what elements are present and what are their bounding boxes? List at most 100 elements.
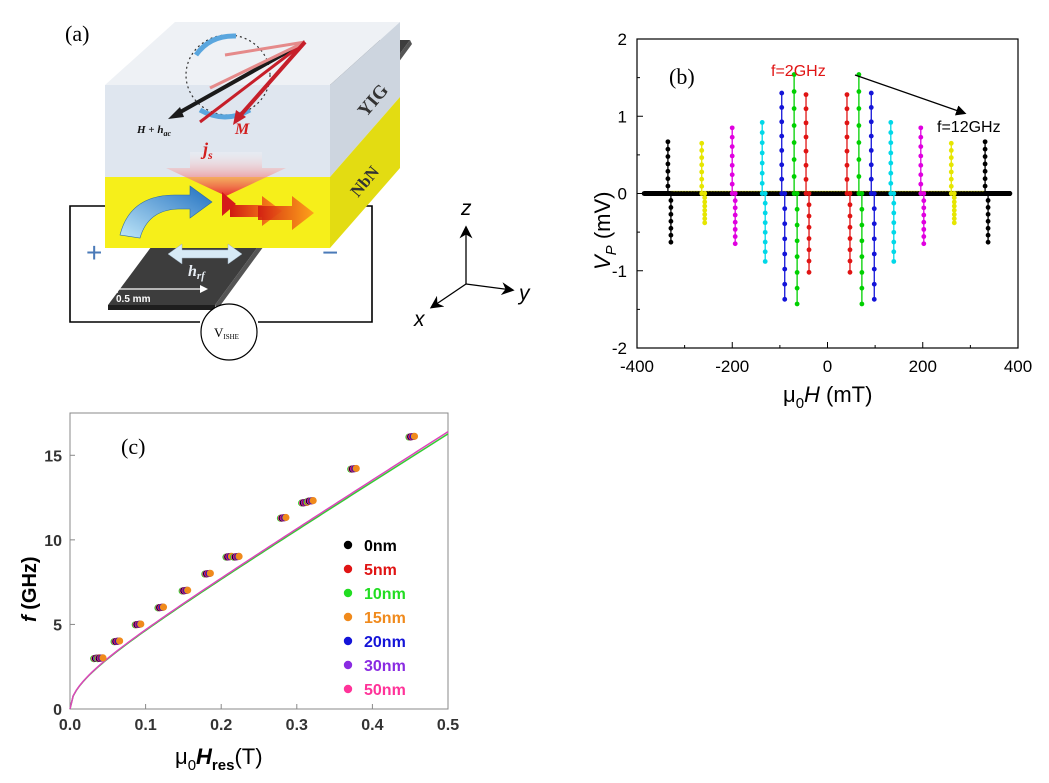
y-tick-label: 15 [44, 448, 62, 465]
legend-label: 20nm [364, 634, 406, 651]
data-point [762, 200, 768, 206]
data-point [859, 222, 865, 228]
field-label: H + hac [136, 124, 171, 138]
data-point [803, 120, 809, 126]
panel-c-ylabel: f (GHz) [19, 556, 41, 622]
data-point [791, 140, 797, 145]
data-point [806, 236, 812, 241]
legend-label: 10nm [364, 586, 406, 603]
data-point [856, 106, 862, 111]
data-point [794, 238, 800, 244]
data-point [699, 140, 705, 146]
data-point [921, 212, 927, 218]
axis-z-label: z [460, 197, 472, 220]
data-point [668, 205, 674, 210]
data-point [115, 637, 124, 645]
annotation-f-high: f=12GHz [937, 119, 1001, 136]
plus-sign: + [86, 237, 102, 268]
x-tick-label: 0.3 [286, 717, 308, 734]
data-point [847, 236, 853, 241]
data-point [985, 205, 991, 210]
data-point [918, 153, 924, 159]
data-point [352, 464, 360, 473]
data-point [871, 296, 877, 302]
js-arrow [166, 152, 286, 196]
data-point [668, 239, 674, 245]
data-point [665, 154, 671, 159]
data-point [729, 134, 735, 140]
data-point [921, 226, 927, 232]
data-point [918, 172, 924, 178]
data-point [699, 155, 705, 161]
nbn-side [330, 97, 400, 248]
yig-side [330, 22, 400, 177]
data-point [847, 213, 853, 219]
data-point [791, 106, 797, 111]
data-point [762, 249, 768, 255]
data-point [235, 552, 243, 561]
data-point [951, 216, 957, 222]
data-point [759, 160, 765, 166]
data-point [921, 234, 927, 239]
data-point [779, 119, 785, 125]
panel-b-label: (b) [669, 64, 695, 89]
data-point [791, 157, 797, 162]
x-tick-label: -400 [620, 357, 654, 376]
data-point [985, 218, 991, 224]
data-point [868, 105, 874, 110]
data-point [410, 432, 419, 440]
data-point [859, 285, 865, 291]
data-point [868, 176, 874, 182]
data-point [806, 269, 812, 275]
data-point [668, 225, 674, 231]
panel-c-chart: 0.0 0.1 0.2 0.3 0.4 0.5 0 5 10 15 0nm 5nm 10nm 15nm 2… [19, 412, 459, 774]
data-point [806, 224, 812, 230]
data-point [948, 169, 954, 175]
data-point [868, 162, 874, 168]
data-point [794, 206, 800, 212]
data-point [668, 211, 674, 217]
data-point [732, 241, 738, 247]
data-point [847, 247, 853, 253]
data-point [847, 269, 853, 275]
data-point [665, 139, 671, 145]
data-point [982, 139, 988, 145]
x-tick-label: 0.0 [59, 717, 81, 734]
data-point [803, 106, 809, 112]
x-tick-label: 200 [909, 357, 937, 376]
data-point [948, 148, 954, 153]
data-point [791, 191, 797, 196]
data-point [791, 123, 797, 128]
data-point [921, 241, 927, 247]
data-point [732, 205, 738, 211]
data-point [762, 220, 768, 226]
data-point [665, 176, 671, 182]
panel-a-schematic: YIG NbN H + hac M js hrf [65, 21, 531, 361]
data-point [918, 144, 924, 149]
data-point [844, 120, 850, 126]
data-point [868, 148, 874, 153]
data-point [665, 168, 671, 174]
legend-label: 0nm [364, 538, 397, 555]
data-point [803, 92, 809, 98]
data-point [791, 174, 797, 179]
data-point [806, 247, 812, 253]
data-point [699, 169, 705, 175]
data-point [982, 168, 988, 174]
legend-marker [343, 564, 353, 574]
data-point [918, 191, 924, 196]
data-point [948, 155, 954, 161]
data-point [982, 191, 988, 196]
data-point [702, 220, 708, 226]
data-point [732, 219, 738, 225]
data-point [985, 211, 991, 217]
data-point [982, 176, 988, 182]
data-point [732, 198, 738, 204]
data-point [985, 198, 991, 203]
data-point [762, 239, 768, 245]
data-point [868, 90, 874, 96]
data-point [779, 90, 785, 96]
y-tick-label: -1 [612, 262, 627, 281]
data-point [871, 281, 877, 287]
data-point [948, 191, 954, 196]
